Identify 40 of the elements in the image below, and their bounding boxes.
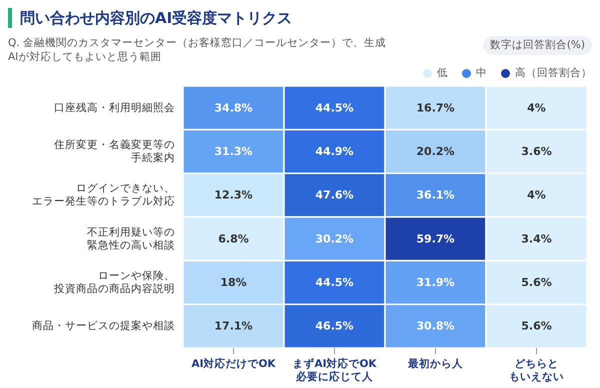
y-tick-label: ログインできない、エラー発生等のトラブル対応 [32, 182, 175, 208]
data-label: 36.1% [416, 188, 455, 202]
x-tick-label: AI対応だけでOK [191, 356, 276, 370]
y-tick-label: 口座残高・利用明細照会 [54, 100, 175, 114]
data-label: 3.6% [521, 145, 552, 158]
x-tick-label: まずAI対応でOK必要に応じて人 [292, 356, 378, 383]
data-label: 31.9% [416, 276, 455, 289]
x-tick-label: どちらともいえない [509, 358, 564, 383]
data-label: 44.5% [315, 276, 354, 289]
chart-title: 問い合わせ内容別のAI受容度マトリクス [8, 8, 592, 28]
chart-subtitle: Q. 金融機関のカスタマーセンター（お客様窓口／コールセンター）で、生成AIが対応してもよいと思う範囲 [8, 36, 387, 64]
data-label: 4% [527, 188, 546, 202]
data-label: 34.8% [214, 101, 253, 114]
data-label: 44.9% [315, 145, 354, 158]
data-label: 46.5% [315, 320, 354, 333]
y-tick-label: ローンや保険、投資商品の商品内容説明 [53, 270, 175, 295]
data-label: 16.7% [416, 101, 455, 114]
text: 数字は回答割合(%) [482, 36, 592, 55]
y-tick-label: 不正利用疑い等の緊急性の高い相談 [87, 225, 175, 252]
data-label: 6.8% [218, 232, 249, 246]
data-label: 59.7% [416, 232, 455, 246]
data-label: 5.6% [521, 320, 552, 333]
data-label: 30.8% [416, 320, 455, 333]
x-tick-label: 最初から人 [407, 356, 464, 370]
text: 中 [475, 66, 487, 80]
text: 低 [436, 66, 448, 80]
data-label: 18% [220, 276, 247, 289]
data-label: 31.3% [214, 145, 253, 158]
data-label: 20.2% [416, 145, 455, 158]
data-label: 4% [527, 101, 546, 114]
data-label: 12.3% [214, 188, 253, 202]
text: 高（回答割合） [514, 66, 592, 80]
data-label: 3.4% [521, 232, 552, 246]
data-label: 5.6% [521, 276, 552, 289]
data-label: 30.2% [315, 232, 354, 246]
data-label: 17.1% [214, 320, 253, 333]
y-tick-label: 商品・サービスの提案や相談 [32, 319, 175, 332]
data-label: 44.5% [315, 101, 354, 114]
y-tick-label: 住所変更・名義変更等の手続案内 [54, 138, 175, 164]
data-label: 47.6% [315, 188, 354, 202]
